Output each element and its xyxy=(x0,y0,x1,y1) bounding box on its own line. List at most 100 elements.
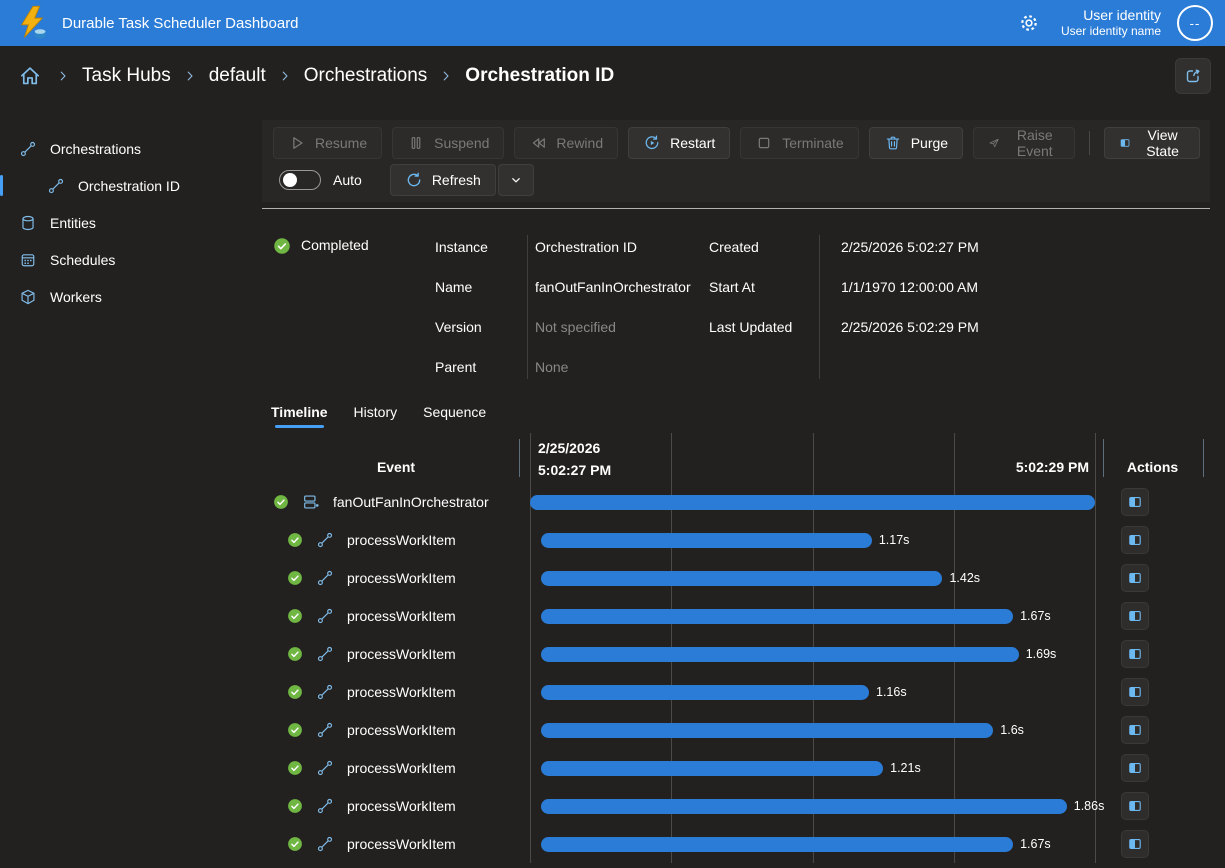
row-view-state-button[interactable] xyxy=(1121,754,1149,782)
duration-bar[interactable] xyxy=(541,798,1067,814)
row-view-state-button[interactable] xyxy=(1121,488,1149,516)
event-name: processWorkItem xyxy=(347,836,456,852)
toolbar-separator xyxy=(1089,131,1090,155)
view-state-label: View State xyxy=(1146,127,1179,159)
sidebar-item-label: Workers xyxy=(50,288,102,305)
refresh-icon xyxy=(405,171,423,189)
field-label-start-at: Start At xyxy=(709,279,755,295)
duration-bar[interactable] xyxy=(530,494,1095,510)
timeline-chart-cell: 1.42s xyxy=(530,559,1095,597)
purge-label: Purge xyxy=(910,135,949,151)
event-name: processWorkItem xyxy=(347,760,456,776)
duration-bar[interactable] xyxy=(541,836,1014,852)
view-state-button[interactable]: View State xyxy=(1104,127,1200,159)
restart-icon xyxy=(643,134,661,152)
sidebar-item-schedules[interactable]: Schedules xyxy=(0,241,245,278)
tab-sequence[interactable]: Sequence xyxy=(423,400,486,430)
rewind-button[interactable]: Rewind xyxy=(514,127,619,159)
activity-icon xyxy=(316,797,334,815)
home-button[interactable] xyxy=(16,62,44,90)
duration-bar[interactable] xyxy=(541,760,884,776)
share-button[interactable] xyxy=(1175,58,1211,94)
timeline-row: processWorkItem 1.86s xyxy=(262,787,1210,825)
row-view-state-button[interactable] xyxy=(1121,564,1149,592)
duration-bar[interactable] xyxy=(541,570,943,586)
suspend-button[interactable]: Suspend xyxy=(392,127,505,159)
view-state-icon xyxy=(1127,532,1143,548)
duration-label: 1.16s xyxy=(876,685,907,699)
field-label-instance: Instance xyxy=(435,239,488,255)
duration-label: 1.67s xyxy=(1020,837,1051,851)
chevron-right-icon xyxy=(278,69,292,83)
row-view-state-button[interactable] xyxy=(1121,526,1149,554)
row-view-state-button[interactable] xyxy=(1121,792,1149,820)
sidebar-item-entities[interactable]: Entities xyxy=(0,204,245,241)
timeline-row: processWorkItem 1.67s xyxy=(262,597,1210,635)
raise-event-button[interactable]: Raise Event xyxy=(973,127,1076,159)
breadcrumb-task-hubs[interactable]: Task Hubs xyxy=(82,65,171,86)
avatar[interactable]: -- xyxy=(1177,5,1213,41)
restart-button[interactable]: Restart xyxy=(628,127,731,159)
timeline-row: processWorkItem 1.69s xyxy=(262,635,1210,673)
play-icon xyxy=(288,134,306,152)
duration-bar[interactable] xyxy=(541,608,1014,624)
completed-status-icon xyxy=(287,684,303,700)
refresh-options-button[interactable] xyxy=(497,164,534,196)
timeline-chart-cell: 1.67s xyxy=(530,825,1095,863)
sidebar-item-orchestration-id[interactable]: Orchestration ID xyxy=(0,167,245,204)
row-view-state-button[interactable] xyxy=(1121,830,1149,858)
event-name: fanOutFanInOrchestrator xyxy=(333,494,489,510)
completed-status-icon xyxy=(287,798,303,814)
duration-bar[interactable] xyxy=(541,532,872,548)
sidebar-item-orchestrations[interactable]: Orchestrations xyxy=(0,130,245,167)
refresh-button[interactable]: Refresh xyxy=(389,164,496,196)
timeline-actions-cell xyxy=(1095,521,1210,559)
header-tick xyxy=(519,439,520,477)
duration-bar[interactable] xyxy=(541,722,994,738)
row-view-state-button[interactable] xyxy=(1121,602,1149,630)
breadcrumb-current: Orchestration ID xyxy=(465,65,615,86)
rewind-icon xyxy=(529,134,547,152)
settings-button[interactable] xyxy=(1013,7,1045,39)
tab-timeline[interactable]: Timeline xyxy=(271,400,328,430)
resume-button[interactable]: Resume xyxy=(273,127,383,159)
event-name: processWorkItem xyxy=(347,646,456,662)
timeline-chart-cell: 1.69s xyxy=(530,635,1095,673)
row-view-state-button[interactable] xyxy=(1121,716,1149,744)
view-state-icon xyxy=(1127,760,1143,776)
timeline-actions-cell xyxy=(1095,787,1210,825)
database-icon xyxy=(19,214,37,232)
duration-bar[interactable] xyxy=(541,646,1019,662)
event-name: processWorkItem xyxy=(347,570,456,586)
timeline-chart-cell: 1.6s xyxy=(530,711,1095,749)
user-identity-name: User identity name xyxy=(1060,24,1161,39)
timeline-row: fanOutFanInOrchestrator xyxy=(262,483,1210,521)
axis-end-time: 5:02:29 PM xyxy=(1015,459,1089,475)
timeline-actions-cell xyxy=(1095,597,1210,635)
sidebar-item-workers[interactable]: Workers xyxy=(0,278,245,315)
tab-history[interactable]: History xyxy=(354,400,398,430)
timeline-actions-cell xyxy=(1095,749,1210,787)
field-value-start-at: 1/1/1970 12:00:00 AM xyxy=(841,279,978,295)
content: Resume Suspend Rewind Restart Terminate xyxy=(245,106,1225,868)
timeline-event-cell: processWorkItem xyxy=(262,825,530,863)
raise-event-label: Raise Event xyxy=(1016,127,1053,159)
share-icon xyxy=(1183,66,1203,86)
purge-button[interactable]: Purge xyxy=(868,127,964,159)
view-state-icon xyxy=(1127,836,1143,852)
completed-status-icon xyxy=(287,608,303,624)
row-view-state-button[interactable] xyxy=(1121,678,1149,706)
terminate-button[interactable]: Terminate xyxy=(740,127,859,159)
link-icon xyxy=(47,177,65,195)
app-title: Durable Task Scheduler Dashboard xyxy=(62,14,299,32)
duration-bar[interactable] xyxy=(541,684,869,700)
row-view-state-button[interactable] xyxy=(1121,640,1149,668)
auto-refresh-toggle[interactable] xyxy=(279,170,321,190)
event-name: processWorkItem xyxy=(347,798,456,814)
view-state-icon xyxy=(1127,722,1143,738)
breadcrumb-orchestrations[interactable]: Orchestrations xyxy=(303,65,428,86)
completed-status-icon xyxy=(287,532,303,548)
breadcrumb-default[interactable]: default xyxy=(208,65,266,86)
resume-label: Resume xyxy=(315,135,368,151)
sidebar-item-label: Orchestration ID xyxy=(78,177,180,194)
